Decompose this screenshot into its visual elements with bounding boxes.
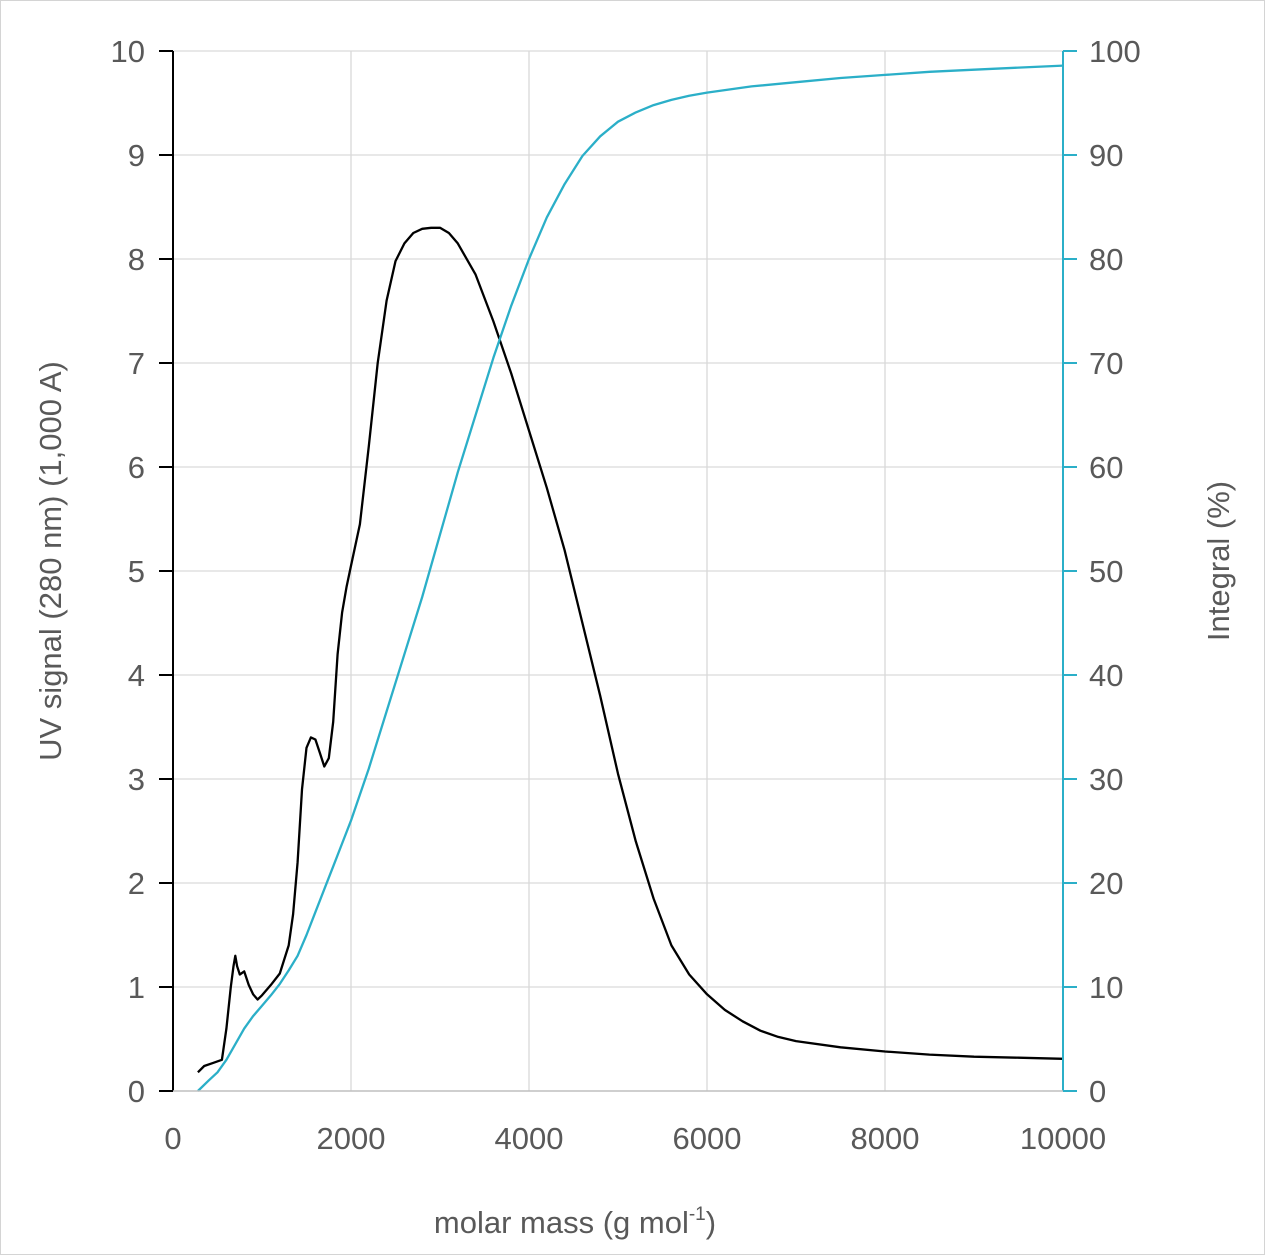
x-tick-label: 2000: [317, 1121, 386, 1156]
x-axis-title-suffix: ): [706, 1205, 716, 1240]
y-right-tick-label: 100: [1089, 34, 1141, 69]
x-axis-title-main: molar mass (g mol: [434, 1205, 689, 1240]
y-left-tick-label: 5: [128, 554, 145, 589]
y-left-tick-label: 0: [128, 1074, 145, 1109]
y-right-axis-title: Integral (%): [1201, 481, 1236, 641]
y-left-tick-label: 3: [128, 762, 145, 797]
x-axis-title: molar mass (g mol-1): [434, 1204, 716, 1240]
integral-series-line: [197, 64, 1064, 1092]
y-right-tick-label: 70: [1089, 346, 1123, 381]
x-tick-label: 10000: [1020, 1121, 1106, 1156]
y-right-tick-label: 20: [1089, 866, 1123, 901]
x-tick-label: 0: [164, 1121, 181, 1156]
y-right-tick-label: 60: [1089, 450, 1123, 485]
y-left-tick-label: 10: [111, 34, 145, 69]
axes-layer: [159, 50, 1077, 1092]
y-right-tick-label: 10: [1089, 970, 1123, 1005]
y-left-tick-label: 6: [128, 450, 145, 485]
y-left-tick-label: 1: [128, 970, 145, 1005]
x-tick-label: 4000: [495, 1121, 564, 1156]
y-right-tick-label: 80: [1089, 242, 1123, 277]
y-right-tick-label: 30: [1089, 762, 1123, 797]
y-left-axis-title: UV signal (280 nm) (1,000 A): [33, 361, 68, 761]
y-right-tick-label: 90: [1089, 138, 1123, 173]
y-right-tick-label: 40: [1089, 658, 1123, 693]
x-axis-title-superscript: -1: [689, 1204, 706, 1225]
y-right-tick-label: 0: [1089, 1074, 1106, 1109]
y-left-tick-label: 8: [128, 242, 145, 277]
y-left-tick-label: 2: [128, 866, 145, 901]
y-right-tick-label: 50: [1089, 554, 1123, 589]
series-layer: [197, 64, 1064, 1092]
uv-signal-series-line: [197, 226, 1064, 1074]
y-left-tick-label: 4: [128, 658, 145, 693]
x-tick-label: 8000: [851, 1121, 920, 1156]
y-left-tick-label: 9: [128, 138, 145, 173]
y-left-tick-label: 7: [128, 346, 145, 381]
grid-lines: [173, 50, 1064, 1091]
x-tick-label: 6000: [673, 1121, 742, 1156]
